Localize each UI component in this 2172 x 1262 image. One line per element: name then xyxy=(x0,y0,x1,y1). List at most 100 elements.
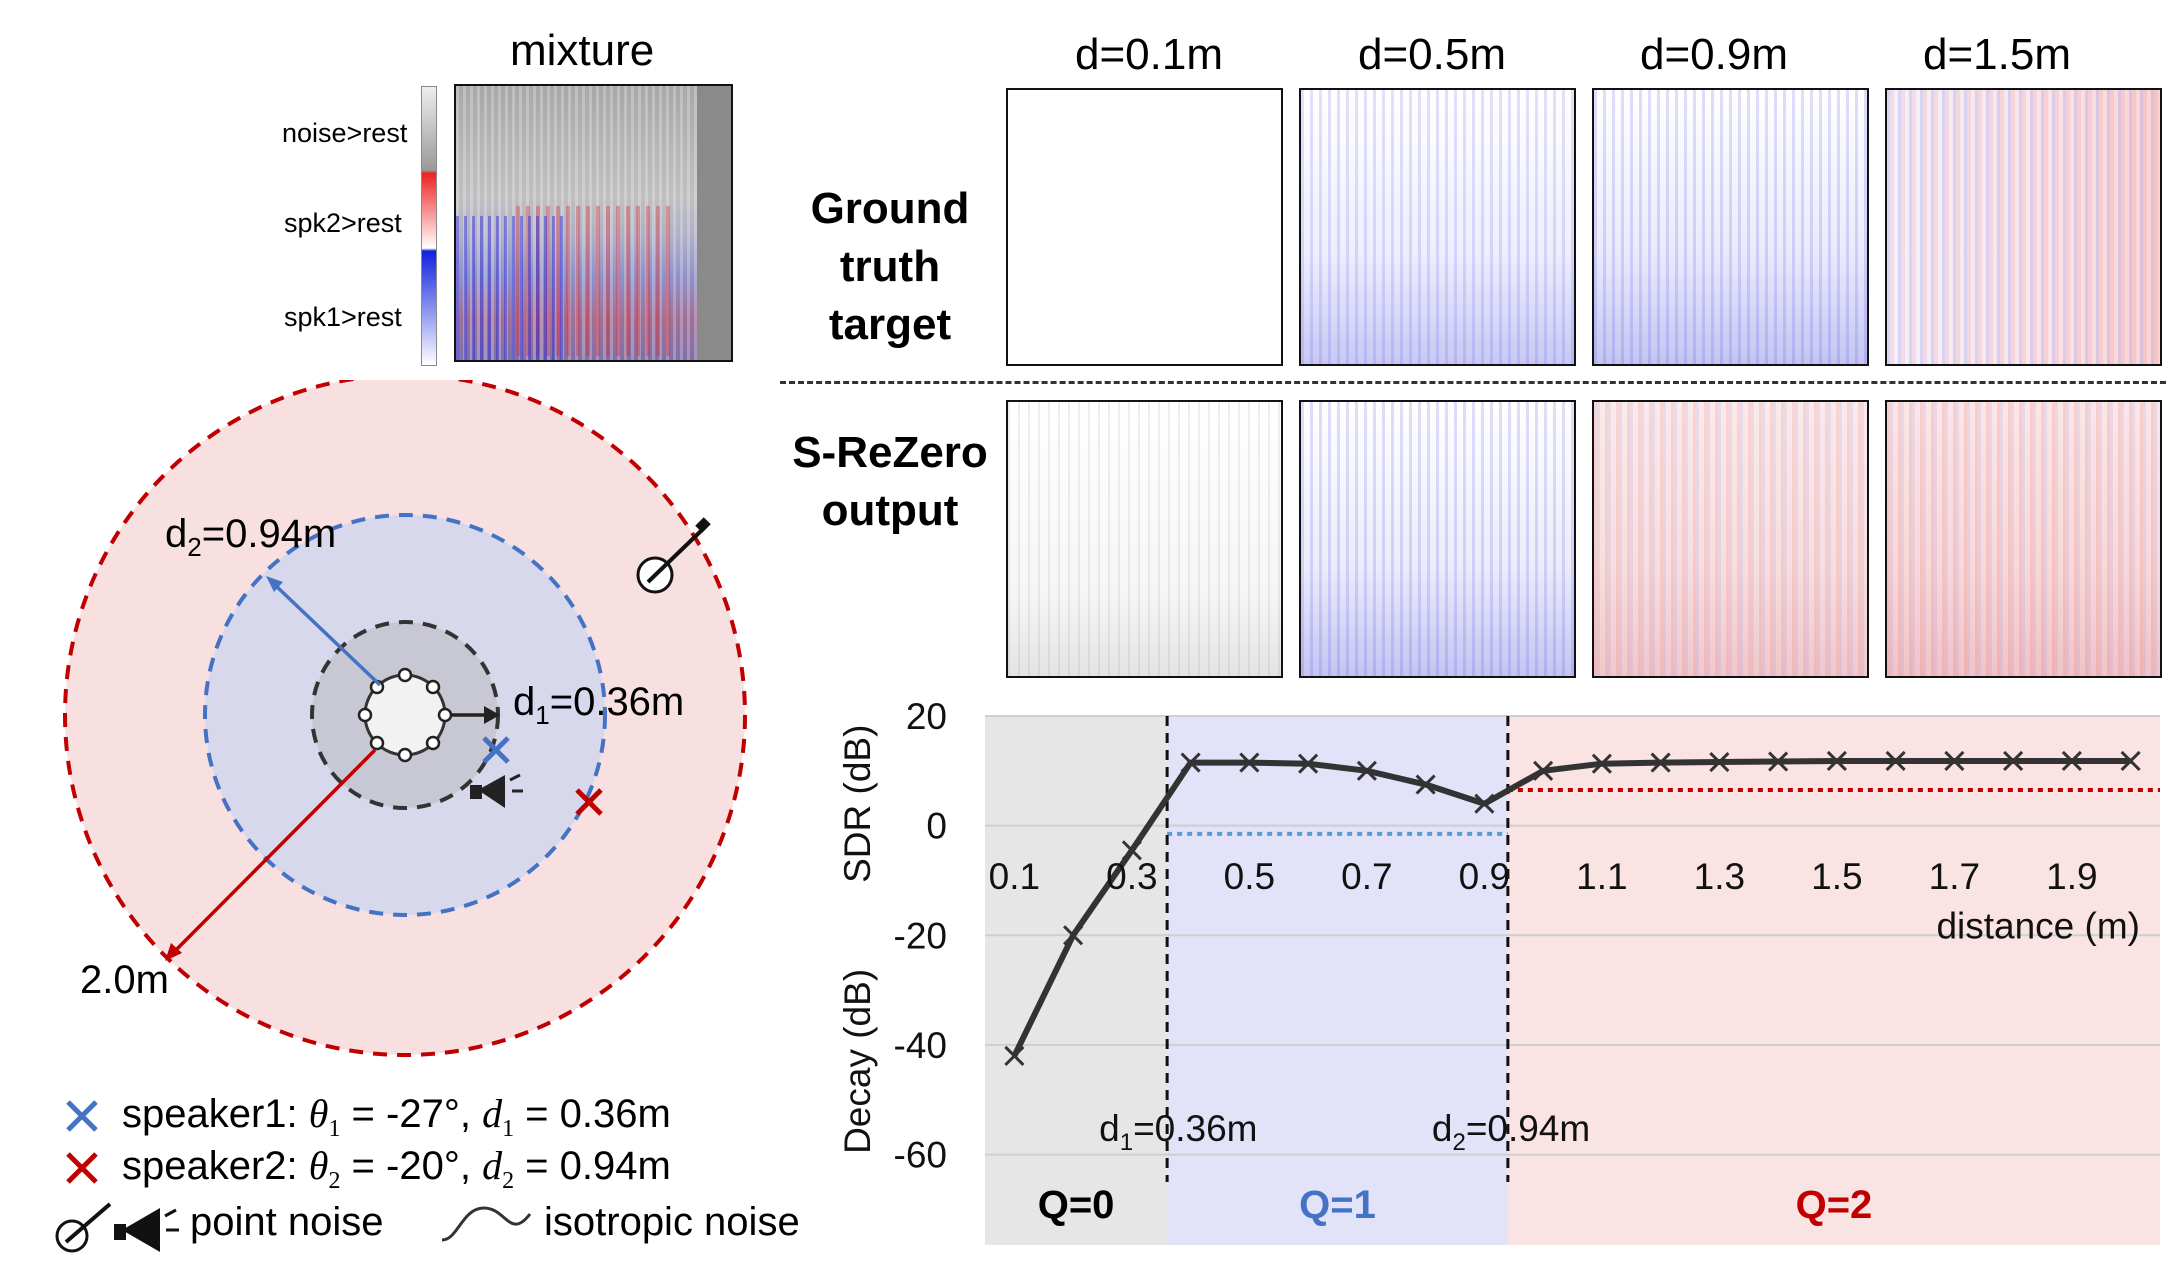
region-2 xyxy=(1507,716,2160,1245)
legend-speaker1-d: d xyxy=(482,1091,503,1136)
data-point-1.8 xyxy=(2003,750,2024,772)
col-title-1.5: d=1.5m xyxy=(1923,30,2071,79)
mixture-spectrogram xyxy=(454,84,733,362)
sdr-series-line xyxy=(1011,757,2131,1058)
region-label-2: Q=2 xyxy=(1796,1183,1873,1227)
colorbar-label-noise: noise>rest xyxy=(282,118,408,148)
d1-diagram-sub: 1 xyxy=(535,700,550,730)
out-panel-0.5 xyxy=(1299,400,1576,678)
legend-point-noise-icons xyxy=(55,1202,179,1253)
gt-panel-0.5 xyxy=(1299,88,1576,366)
mixture-title: mixture xyxy=(510,26,655,75)
data-point-1.3 xyxy=(1709,751,1730,773)
mixture-gray-region xyxy=(697,86,731,360)
y-axis-label-sdr: SDR (dB) xyxy=(837,725,878,883)
data-point-1.2 xyxy=(1650,752,1671,773)
data-point-1 xyxy=(1533,760,1554,781)
region-label-1: Q=1 xyxy=(1299,1183,1376,1227)
mixture-blue-overlay xyxy=(456,216,566,360)
ytick--20: -20 xyxy=(894,915,947,956)
row-label-out-line1: S-ReZero xyxy=(792,428,988,477)
xtick-1.1: 1.1 xyxy=(1576,856,1627,897)
data-point-0.1 xyxy=(1004,1045,1025,1066)
d2-diagram-label: d2=0.94m xyxy=(165,512,336,563)
row-label-gt-line2: truth xyxy=(839,242,941,291)
legend-speaker1-theta-val: = -27°, xyxy=(340,1092,483,1136)
data-point-1.4 xyxy=(1768,751,1789,772)
legend-isotropic-icon xyxy=(441,1206,532,1242)
xtick-1.9: 1.9 xyxy=(2046,856,2097,897)
data-point-0.4 xyxy=(1180,752,1201,773)
mixture-red-overlay xyxy=(516,206,676,356)
d2-arrow xyxy=(273,583,382,687)
region-0 xyxy=(985,716,1168,1245)
ytick--40: -40 xyxy=(894,1025,947,1066)
legend-speaker2-marker xyxy=(66,1152,98,1184)
legend-speaker2-theta-val: = -20°, xyxy=(340,1144,483,1188)
boundary-label-value-1: =0.94m xyxy=(1466,1108,1590,1149)
legend-speaker1-d-sub: 1 xyxy=(502,1116,515,1142)
ytick-0: 0 xyxy=(926,806,947,847)
xtick-0.1: 0.1 xyxy=(989,856,1040,897)
data-point-1.1 xyxy=(1591,753,1612,774)
boundary-label-d-0: d xyxy=(1099,1108,1120,1149)
d2-arrowhead xyxy=(266,576,283,592)
data-point-0.7 xyxy=(1356,760,1377,781)
data-point-0.6 xyxy=(1298,753,1319,774)
row-label-out-line2: output xyxy=(821,486,959,535)
legend-speaker1-prefix: speaker1: xyxy=(122,1092,309,1136)
xtick-1.3: 1.3 xyxy=(1694,856,1745,897)
gt-panel-0.9 xyxy=(1592,88,1869,366)
data-point-1.9 xyxy=(2061,750,2082,772)
out-panel-0.1 xyxy=(1006,400,1283,678)
boundary-label-sub-1: 2 xyxy=(1452,1129,1465,1156)
data-point-0.5 xyxy=(1239,752,1260,773)
outer-radius-label: 2.0m xyxy=(80,958,169,1002)
speaker1-marker xyxy=(482,736,510,764)
legend-speaker2-d-sub: 2 xyxy=(502,1168,515,1194)
ytick-20: 20 xyxy=(906,696,947,737)
d2-diagram-sub: 2 xyxy=(187,532,202,562)
row-label-gt-line3: target xyxy=(828,300,952,349)
data-point-2 xyxy=(2120,750,2141,772)
row-label-gt-line1: Ground xyxy=(810,184,970,233)
gt-panel-1.5 xyxy=(1885,88,2162,366)
data-point-0.2 xyxy=(1063,925,1084,946)
outer-radius-arrow xyxy=(171,748,377,955)
col-title-0.1: d=0.1m xyxy=(1075,30,1223,79)
legend-megaphone-icon xyxy=(114,1208,179,1252)
colorbar xyxy=(421,86,437,366)
colorbar-label-spk1: spk1>rest xyxy=(284,302,402,332)
col-title-0.5: d=0.5m xyxy=(1358,30,1506,79)
banjo-icon xyxy=(636,517,711,594)
legend-speaker2-prefix: speaker2: xyxy=(122,1144,309,1188)
region-1 xyxy=(1167,716,1508,1245)
xtick-0.5: 0.5 xyxy=(1224,856,1275,897)
xtick-0.9: 0.9 xyxy=(1459,856,1510,897)
legend-speaker2-d-val: = 0.94m xyxy=(514,1144,671,1188)
legend-speaker2-d: d xyxy=(482,1143,503,1188)
boundary-label-value-0: =0.36m xyxy=(1133,1108,1257,1149)
legend-speaker1: speaker1: θ1 = -27°, d1 = 0.36m xyxy=(122,1090,671,1143)
col-title-0.9: d=0.9m xyxy=(1640,30,1788,79)
room-diagram xyxy=(63,380,747,1057)
speaker2-marker xyxy=(575,788,603,816)
xtick-1.5: 1.5 xyxy=(1811,856,1862,897)
legend-speaker2-theta: θ xyxy=(308,1143,329,1188)
legend-point-noise: point noise xyxy=(190,1200,384,1244)
x-axis-label: distance (m) xyxy=(1936,905,2140,946)
data-point-1.6 xyxy=(1885,750,1906,772)
region-label-0: Q=0 xyxy=(1038,1183,1115,1227)
outer-radius-arrowhead xyxy=(165,943,182,961)
boundary-label-0: d1=0.36m xyxy=(1099,1108,1257,1156)
row-label-output: S-ReZero output xyxy=(770,424,1010,540)
legend-isotropic-noise: isotropic noise xyxy=(544,1200,800,1244)
boundary-label-sub-0: 1 xyxy=(1120,1129,1133,1156)
row-divider xyxy=(780,381,2166,384)
d2-diagram-d: d xyxy=(165,512,188,556)
xtick-1.7: 1.7 xyxy=(1929,856,1980,897)
data-point-0.3 xyxy=(1121,840,1142,861)
data-point-0.9 xyxy=(1474,793,1495,814)
y-axis-label-decay: Decay (dB) xyxy=(837,969,878,1154)
